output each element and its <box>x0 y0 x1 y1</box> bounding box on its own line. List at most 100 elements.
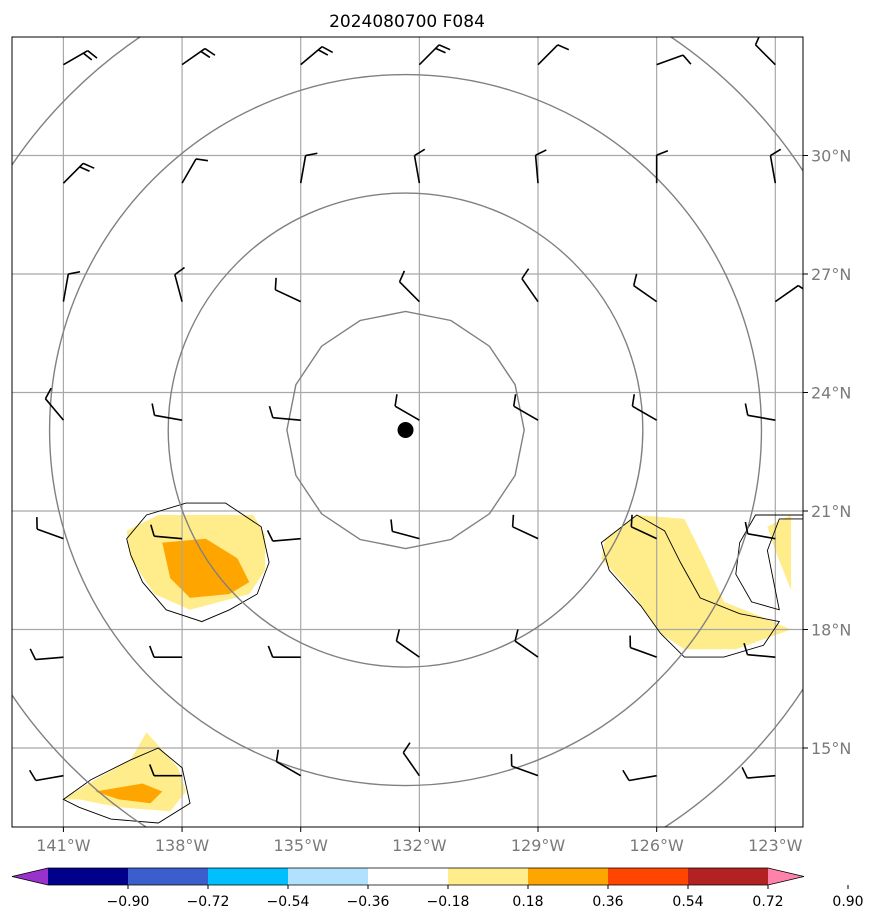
colorbar-outline <box>11 867 805 886</box>
barb-shaft <box>513 405 539 421</box>
contour-line <box>62 747 191 824</box>
wind-barb <box>275 749 302 777</box>
x-tick-label: 141°W <box>36 836 91 855</box>
map-frame <box>11 36 804 828</box>
colorbar-tick-label: −0.54 <box>267 894 310 910</box>
wind-barb <box>268 405 301 421</box>
barb-shaft <box>512 526 539 540</box>
y-tick-label: 21°N <box>811 502 851 521</box>
wind-barb <box>744 403 776 421</box>
wind-barb <box>398 270 420 303</box>
barb-shaft <box>35 774 64 782</box>
barb-flag <box>741 766 749 779</box>
wind-barb <box>63 49 98 66</box>
wind-barb <box>395 629 420 658</box>
wind-barb <box>754 37 776 66</box>
barb-shaft <box>154 535 183 540</box>
barb-flag <box>402 742 411 754</box>
wind-barb <box>300 45 334 66</box>
range-ring <box>286 310 525 550</box>
colorbar-segment <box>128 868 209 885</box>
wind-barb <box>274 277 302 303</box>
barb-flag <box>267 645 274 658</box>
barb-shaft <box>399 281 420 303</box>
wind-barb <box>62 270 81 302</box>
barb-shaft <box>769 155 777 184</box>
barb-flag <box>438 44 451 51</box>
barb-shaft <box>747 414 776 421</box>
barb-shaft <box>181 158 197 184</box>
barb-flag <box>770 148 782 157</box>
wind-barb <box>744 521 776 540</box>
wind-barb <box>174 266 185 302</box>
x-tick-label: 138°W <box>155 836 210 855</box>
barb-flag <box>317 49 329 56</box>
barb-shaft <box>62 273 70 302</box>
barb-flag <box>435 47 446 54</box>
barb-shaft <box>36 528 64 540</box>
wind-barb <box>632 273 658 303</box>
barb-shaft <box>272 416 301 421</box>
barb-shaft <box>747 532 776 540</box>
x-tick-label: 123°W <box>748 836 803 855</box>
y-tick-label: 15°N <box>811 739 851 758</box>
barb-shaft <box>630 526 658 540</box>
wind-barb <box>150 524 183 540</box>
wind-barb <box>521 268 539 303</box>
barb-flag <box>79 166 90 172</box>
barb-flag <box>82 162 95 169</box>
barb-flag <box>744 403 749 416</box>
wind-barb <box>413 148 426 184</box>
colorbar-segment <box>208 868 289 885</box>
wind-barb <box>394 394 420 421</box>
colorbar-tick-label: 0.72 <box>752 894 783 910</box>
wind-barb <box>418 44 451 66</box>
wind-barb <box>629 635 657 658</box>
barb-flag <box>174 266 185 276</box>
x-tick-label: 132°W <box>392 836 447 855</box>
wind-barb <box>622 769 657 782</box>
barb-flag <box>44 387 52 400</box>
y-axis-ticks: 30°N 27°N 24°N 21°N 18°N 15°N <box>803 147 851 758</box>
contour-line <box>735 514 803 611</box>
wind-barb <box>390 519 420 540</box>
barb-flag <box>68 270 81 275</box>
colorbar-segment <box>368 868 449 885</box>
colorbar: −0.90 −0.72 −0.54 −0.36 −0.18 0.18 0.36 0.54 0.7… <box>11 867 864 910</box>
y-tick-label: 30°N <box>811 147 851 166</box>
barb-shaft <box>633 284 658 303</box>
barb-flag <box>266 529 274 542</box>
wind-barb <box>656 54 692 66</box>
barb-shaft <box>534 155 539 184</box>
barb-flag <box>150 524 155 537</box>
barb-shaft <box>514 640 539 658</box>
wind-barb <box>743 642 776 658</box>
wind-barb <box>36 517 64 540</box>
wind-barb <box>511 514 539 540</box>
barb-flag <box>744 521 749 534</box>
barb-flag <box>204 47 216 56</box>
barb-shaft <box>747 653 776 658</box>
contour-outlines <box>62 502 803 824</box>
colorbar-tick-label: 0.54 <box>672 894 703 910</box>
barb-flag <box>87 50 98 59</box>
y-tick-label: 18°N <box>811 621 851 640</box>
range-ring <box>167 192 644 668</box>
wind-barb <box>774 284 803 303</box>
wind-barb <box>769 148 782 184</box>
barb-shaft <box>394 405 420 421</box>
barb-flag <box>305 152 318 157</box>
colorbar-segment <box>48 868 129 885</box>
wind-barb <box>630 514 658 540</box>
barb-flag <box>512 394 517 407</box>
barb-flag <box>656 150 669 156</box>
wind-barb <box>28 769 64 782</box>
barb-flag <box>398 270 406 283</box>
x-tick-label: 129°W <box>511 836 566 855</box>
barb-flag <box>797 284 803 290</box>
wind-barb <box>266 529 301 542</box>
wind-barb <box>655 150 669 184</box>
colorbar-tick-label: 0.36 <box>592 894 623 910</box>
barb-flag <box>557 44 570 51</box>
wind-barb <box>510 754 539 777</box>
